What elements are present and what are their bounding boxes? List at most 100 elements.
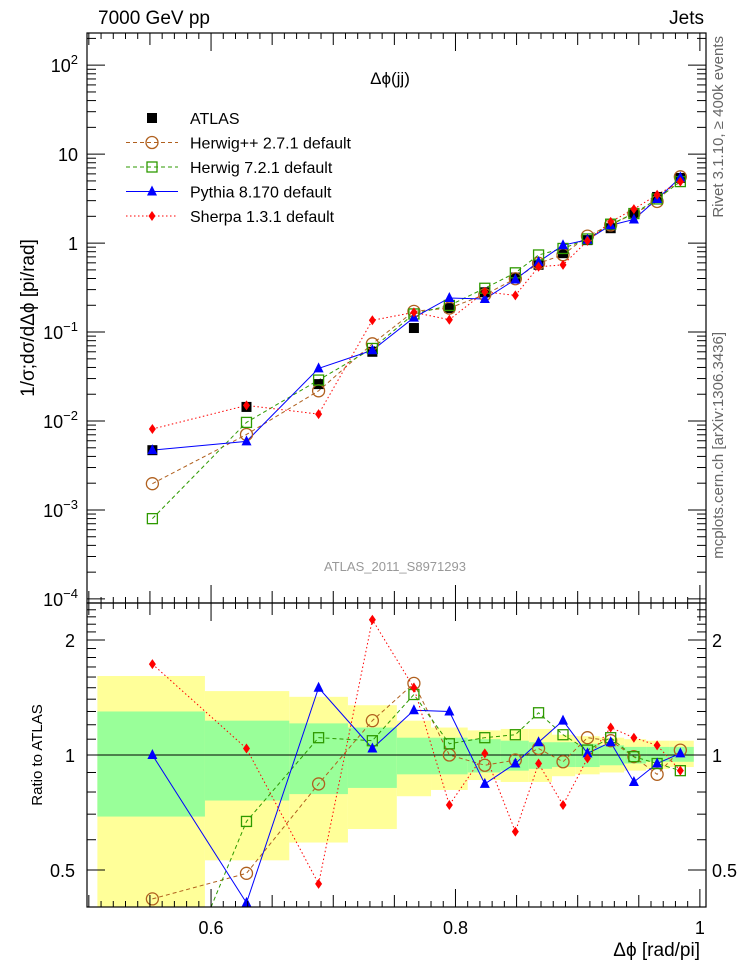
atlas-data-point [408, 323, 419, 334]
ratio-point-2 [533, 736, 544, 747]
ratio-point-0 [365, 714, 380, 728]
ratio-point-0 [478, 758, 492, 772]
ratio-point-3 [607, 722, 615, 733]
legend-label: Herwig 7.2.1 default [190, 160, 333, 177]
ratio-band-inner [347, 727, 397, 788]
y-tick-label: 102 [51, 52, 78, 76]
legend-label: Herwig++ 2.7.1 default [190, 136, 352, 153]
main-point-3 [368, 315, 376, 326]
ratio-point-1 [240, 815, 253, 828]
main-point-3 [630, 204, 638, 215]
legend-label: ATLAS [190, 111, 240, 128]
ratio-point-0 [627, 750, 641, 764]
ratio-band-inner [97, 711, 205, 817]
ratio-y-axis-label: Ratio to ATLAS [29, 704, 46, 805]
x-tick-label: 0.8 [443, 918, 468, 938]
ratio-y-tick-label-left: 2 [65, 631, 75, 651]
main-point-3 [445, 314, 453, 325]
main-point-2 [510, 273, 521, 284]
ratio-point-1 [532, 707, 545, 719]
ratio-point-3 [630, 732, 638, 743]
main-point-1 [240, 416, 253, 429]
legend-marker-1 [146, 161, 158, 173]
mcplots-reference-text: mcplots.cern.ch [arXiv:1306.3436] [710, 332, 727, 559]
y-tick-label: 10−3 [43, 497, 78, 521]
legend-marker-2 [147, 185, 157, 196]
ratio-point-1 [443, 738, 456, 750]
ratio-point-3 [583, 753, 591, 764]
ratio-point-2 [241, 896, 252, 907]
ratio-point-1 [509, 729, 522, 741]
legend-marker-0 [145, 135, 159, 150]
ratio-band-inner [396, 737, 432, 775]
ratio-point-2 [367, 742, 378, 753]
ratio-point-2 [675, 747, 686, 758]
main-series [145, 170, 687, 525]
main-frame [86, 32, 707, 604]
main-point-3 [315, 409, 323, 420]
main-point-3 [607, 216, 615, 227]
ratio-point-2 [408, 704, 419, 715]
main-point-2 [147, 444, 158, 455]
main-point-0 [145, 477, 160, 491]
main-point-3 [583, 235, 591, 246]
ratio-point-2 [558, 714, 569, 725]
ratio-point-2 [479, 777, 490, 788]
main-point-3 [242, 400, 250, 411]
ratio-point-0 [145, 892, 160, 906]
atlas-data-point [444, 303, 455, 314]
plot-title: Δϕ(jj) [370, 69, 410, 88]
legend-label: Sherpa 1.3.1 default [190, 209, 335, 226]
ratio-point-2 [605, 736, 616, 747]
main-point-2 [558, 239, 569, 250]
atlas-data-point [313, 379, 324, 390]
analysis-watermark: ATLAS_2011_S8971293 [324, 559, 466, 574]
ratio-point-0 [311, 777, 326, 791]
main-point-3 [535, 261, 543, 272]
ratio-point-2 [652, 757, 663, 768]
main-point-3 [559, 259, 567, 270]
header-energy: 7000 GeV pp [98, 8, 210, 29]
x-axis-label: Δϕ [rad/pi] [613, 940, 700, 961]
ratio-y-tick-label-right: 0.5 [712, 861, 737, 881]
ratio-point-3 [315, 878, 323, 889]
main-point-1 [312, 374, 325, 386]
ratio-point-3 [676, 765, 684, 776]
ratio-point-1 [557, 729, 569, 741]
y-tick-label: 10−2 [43, 408, 78, 432]
main-point-2 [241, 435, 252, 446]
legend-label: Pythia 8.170 default [190, 185, 332, 202]
ratio-point-3 [535, 758, 543, 769]
ratio-point-0 [580, 731, 595, 745]
legend-marker-3 [148, 211, 156, 221]
ratio-point-2 [582, 747, 593, 758]
ratio-point-3 [410, 682, 418, 693]
ratio-y-tick-label-left: 1 [65, 746, 75, 766]
uncertainty-bands [97, 675, 694, 907]
ratio-y-tick-label-right: 2 [712, 631, 722, 651]
main-point-2 [533, 255, 544, 266]
ratio-point-0 [604, 734, 618, 748]
ratio-y-tick-label-right: 1 [712, 746, 722, 766]
ratio-point-1 [479, 732, 491, 744]
ratio-point-2 [444, 705, 455, 716]
ratio-point-1 [312, 732, 325, 744]
main-point-2 [628, 213, 639, 224]
ratio-point-3 [511, 826, 519, 837]
y-tick-label: 10−1 [43, 319, 78, 343]
main-point-2 [675, 171, 686, 182]
ratio-point-0 [556, 755, 570, 769]
ratio-point-3 [445, 799, 453, 810]
main-point-2 [479, 293, 490, 304]
main-point-3 [410, 307, 418, 318]
legend-atlas-marker [147, 113, 157, 123]
y-tick-label: 10 [58, 145, 78, 165]
ratio-series [145, 614, 687, 907]
main-line-1 [152, 181, 681, 519]
y-axis-label: 1/σ;dσ/dΔϕ [pi/rad] [18, 239, 39, 397]
y-tick-label: 1 [68, 234, 78, 254]
x-tick-label: 1 [695, 918, 705, 938]
ratio-band-inner [528, 742, 553, 769]
main-point-3 [653, 189, 661, 200]
